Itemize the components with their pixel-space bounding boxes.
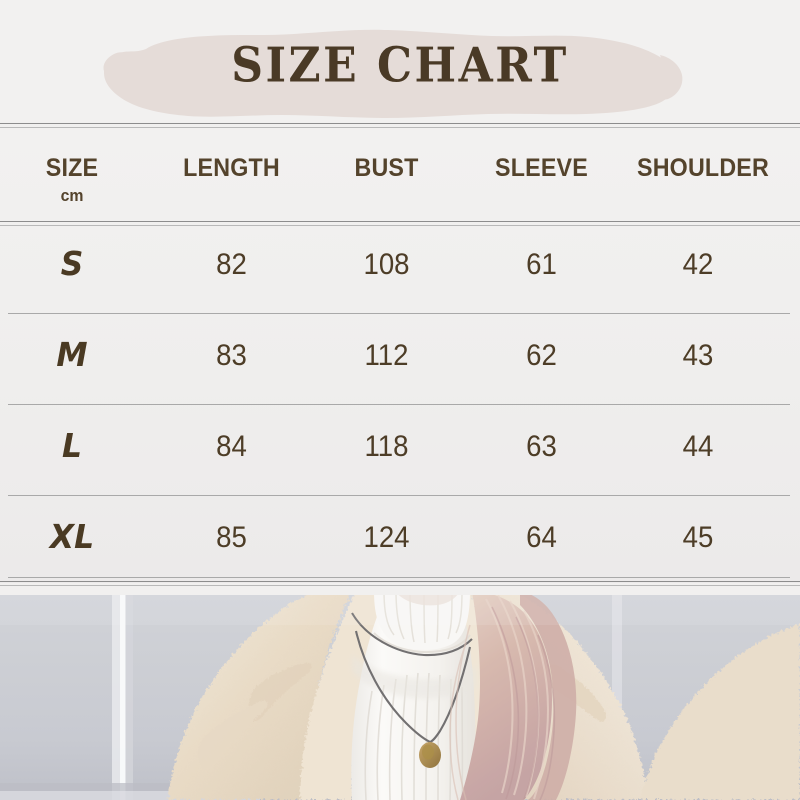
cell-bust: 108: [363, 248, 410, 281]
table-header-row: SIZE cm LENGTH BUST SLEEVE SHOULDER: [0, 128, 800, 221]
row-divider: [8, 313, 790, 314]
cell-length: 84: [216, 430, 247, 463]
cell-bust: 124: [363, 521, 410, 554]
cell-shoulder: 45: [682, 521, 714, 554]
table-row: M 83 112 62 43: [0, 317, 800, 408]
product-photo: [0, 595, 800, 800]
divider-under-header: [0, 221, 800, 226]
table-row: S 82 108 61 42: [0, 226, 800, 317]
column-header-sleeve: SLEEVE: [495, 154, 588, 182]
row-divider: [8, 404, 790, 405]
cell-length: 85: [216, 521, 247, 554]
column-header-bust: BUST: [354, 154, 419, 182]
cell-shoulder: 43: [682, 339, 714, 372]
cell-sleeve: 64: [526, 521, 557, 554]
column-header-length: LENGTH: [183, 154, 280, 182]
column-header-size-unit: cm: [60, 186, 84, 205]
cell-size: XL: [49, 517, 95, 556]
table-row: XL 85 124 64 45: [0, 499, 800, 590]
title-band: SIZE CHART: [0, 0, 800, 122]
cell-sleeve: 63: [526, 430, 557, 463]
size-table: SIZE cm LENGTH BUST SLEEVE SHOULDER S 82…: [0, 128, 800, 583]
brush-stroke-banner: [88, 27, 700, 121]
cell-length: 83: [216, 339, 247, 372]
cell-size: M: [56, 335, 88, 374]
cell-size: L: [62, 426, 82, 465]
cell-length: 82: [216, 248, 247, 281]
page-title: SIZE CHART: [231, 38, 569, 94]
cell-bust: 118: [364, 430, 409, 463]
row-divider: [8, 577, 790, 578]
column-header-size: SIZE: [45, 154, 99, 182]
cell-bust: 112: [364, 339, 409, 372]
cell-sleeve: 62: [526, 339, 557, 372]
divider-under-title: [0, 123, 800, 128]
cell-size: S: [60, 244, 84, 283]
cell-sleeve: 61: [526, 248, 557, 281]
table-row: L 84 118 63 44: [0, 408, 800, 499]
cell-shoulder: 44: [682, 430, 714, 463]
column-header-shoulder: SHOULDER: [637, 154, 769, 182]
divider-under-table: [0, 581, 800, 586]
row-divider: [8, 495, 790, 496]
cell-shoulder: 42: [682, 248, 714, 281]
